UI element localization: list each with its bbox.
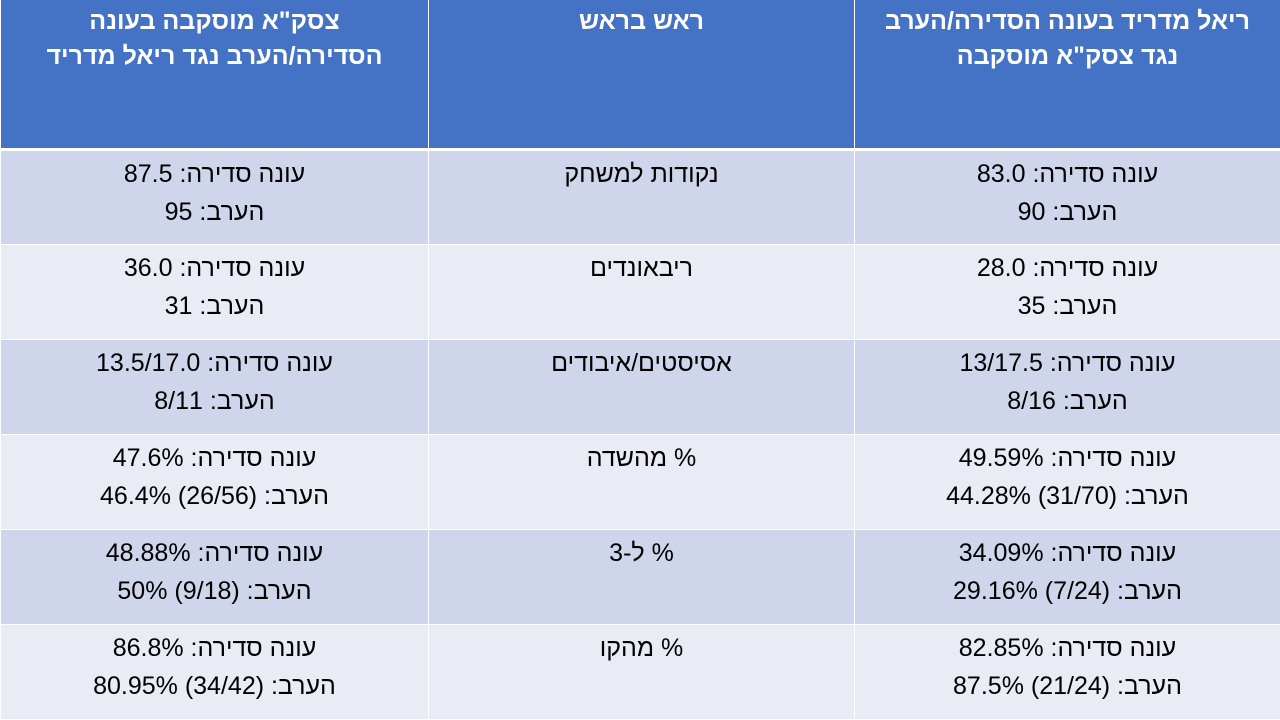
cska-season-value: עונה סדירה: 47.6%: [112, 443, 317, 472]
cska-moscow-cell: עונה סדירה: 47.6% הערב: (26/56) 46.4%: [0, 433, 429, 530]
header-real-madrid: ריאל מדריד בעונה הסדירה/הערב נגד צסק"א מ…: [854, 0, 1280, 151]
cska-tonight-value: הערב: (34/42) 80.95%: [93, 671, 336, 700]
table-body: עונה סדירה: 83.0 הערב: 90 נקודות למשחק ע…: [0, 148, 1280, 720]
table-header: ריאל מדריד בעונה הסדירה/הערב נגד צסק"א מ…: [0, 0, 1280, 151]
cska-tonight-value: הערב: 95: [164, 197, 265, 226]
real-tonight-value: הערב: 8/16: [1007, 386, 1128, 415]
cska-season-value: עונה סדירה: 87.5: [123, 159, 306, 188]
table-row: עונה סדירה: 28.0 הערב: 35 ריבאונדים עונה…: [0, 243, 1280, 340]
table-row: עונה סדירה: 34.09% הערב: (7/24) 29.16% %…: [0, 528, 1280, 625]
cska-tonight-value: הערב: (9/18) 50%: [117, 576, 312, 605]
cska-season-value: עונה סדירה: 86.8%: [112, 633, 317, 662]
cska-moscow-cell: עונה סדירה: 86.8% הערב: (34/42) 80.95%: [0, 623, 429, 720]
real-tonight-value: הערב: 35: [1017, 291, 1118, 320]
stat-name-cell: אסיסטים/איבודים: [428, 338, 855, 435]
real-tonight-value: הערב: 90: [1017, 197, 1118, 226]
cska-tonight-value: הערב: 31: [164, 291, 265, 320]
stat-name-cell: % מהקו: [428, 623, 855, 720]
stat-label: ריבאונדים: [589, 253, 694, 282]
stat-label: % ל-3: [609, 538, 674, 567]
cska-moscow-cell: עונה סדירה: 87.5 הערב: 95: [0, 148, 429, 245]
table-row: עונה סדירה: 49.59% הערב: (31/70) 44.28% …: [0, 433, 1280, 530]
cska-season-value: עונה סדירה: 36.0: [123, 253, 306, 282]
stat-label: % מהקו: [599, 633, 684, 662]
cska-moscow-cell: עונה סדירה: 13.5/17.0 הערב: 8/11: [0, 338, 429, 435]
table-row: עונה סדירה: 83.0 הערב: 90 נקודות למשחק ע…: [0, 148, 1280, 245]
cska-season-value: עונה סדירה: 13.5/17.0: [96, 348, 333, 377]
cska-moscow-cell: עונה סדירה: 36.0 הערב: 31: [0, 243, 429, 340]
real-season-value: עונה סדירה: 82.85%: [958, 633, 1177, 662]
stat-name-cell: % מהשדה: [428, 433, 855, 530]
table-row: עונה סדירה: 82.85% הערב: (21/24) 87.5% %…: [0, 623, 1280, 720]
header-head-to-head: ראש בראש: [428, 0, 855, 151]
stat-label: אסיסטים/איבודים: [551, 348, 732, 377]
real-tonight-value: הערב: (31/70) 44.28%: [946, 481, 1189, 510]
cska-tonight-value: הערב: (26/56) 46.4%: [100, 481, 329, 510]
real-madrid-cell: עונה סדירה: 49.59% הערב: (31/70) 44.28%: [854, 433, 1280, 530]
real-madrid-cell: עונה סדירה: 83.0 הערב: 90: [854, 148, 1280, 245]
stat-label: נקודות למשחק: [564, 159, 719, 188]
table-row: עונה סדירה: 13/17.5 הערב: 8/16 אסיסטים/א…: [0, 338, 1280, 435]
real-season-value: עונה סדירה: 49.59%: [958, 443, 1177, 472]
stat-name-cell: ריבאונדים: [428, 243, 855, 340]
real-madrid-cell: עונה סדירה: 13/17.5 הערב: 8/16: [854, 338, 1280, 435]
cska-moscow-cell: עונה סדירה: 48.88% הערב: (9/18) 50%: [0, 528, 429, 625]
cska-season-value: עונה סדירה: 48.88%: [105, 538, 324, 567]
real-tonight-value: הערב: (7/24) 29.16%: [953, 576, 1182, 605]
real-madrid-cell: עונה סדירה: 28.0 הערב: 35: [854, 243, 1280, 340]
cska-tonight-value: הערב: 8/11: [154, 386, 275, 415]
real-tonight-value: הערב: (21/24) 87.5%: [953, 671, 1182, 700]
real-season-value: עונה סדירה: 28.0: [976, 253, 1159, 282]
real-season-value: עונה סדירה: 83.0: [976, 159, 1159, 188]
real-madrid-cell: עונה סדירה: 82.85% הערב: (21/24) 87.5%: [854, 623, 1280, 720]
stat-name-cell: % ל-3: [428, 528, 855, 625]
real-season-value: עונה סדירה: 34.09%: [958, 538, 1177, 567]
header-row: ריאל מדריד בעונה הסדירה/הערב נגד צסק"א מ…: [0, 0, 1280, 151]
stat-name-cell: נקודות למשחק: [428, 148, 855, 245]
stat-label: % מהשדה: [586, 443, 697, 472]
real-season-value: עונה סדירה: 13/17.5: [959, 348, 1176, 377]
real-madrid-cell: עונה סדירה: 34.09% הערב: (7/24) 29.16%: [854, 528, 1280, 625]
header-cska-moscow: צסק"א מוסקבה בעונה הסדירה/הערב נגד ריאל …: [0, 0, 429, 151]
